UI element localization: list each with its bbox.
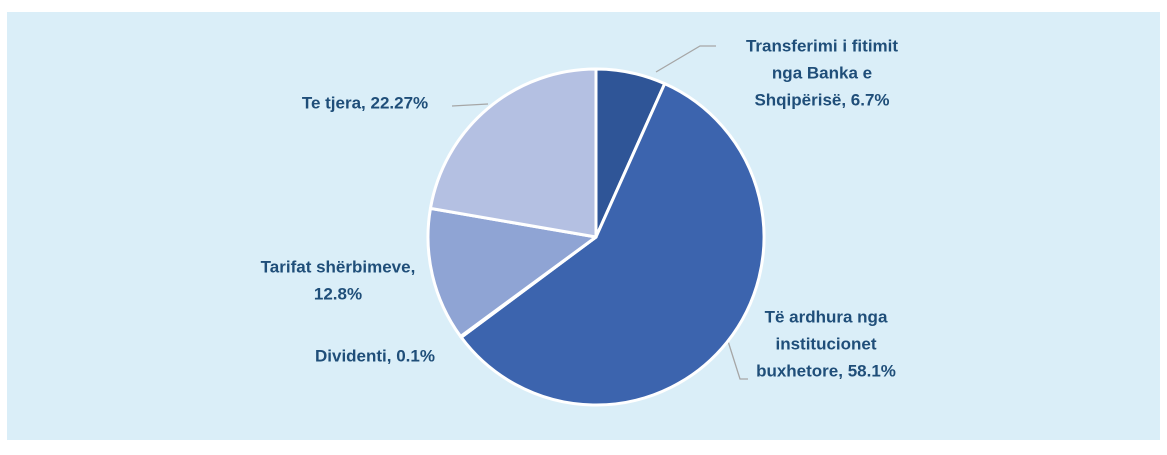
data-label: buxhetore, 58.1% (756, 361, 896, 380)
pie-slice (426, 206, 598, 338)
data-label: institucionet (775, 334, 876, 353)
data-label: Transferimi i fitimit (746, 36, 898, 55)
data-label: Tarifat shërbimeve, (261, 257, 416, 276)
data-label: nga Banka e (772, 63, 872, 82)
pie-slice (428, 67, 598, 239)
data-label: Të ardhura nga (765, 307, 888, 326)
leader-line (726, 337, 748, 380)
data-label: Dividenti, 0.1% (315, 346, 435, 365)
pie-slice (459, 82, 766, 407)
leader-line (451, 103, 489, 107)
data-label: Shqipërisë, 6.7% (754, 90, 889, 109)
data-label: Te tjera, 22.27% (302, 93, 428, 112)
data-label: 12.8% (314, 284, 362, 303)
leader-line (655, 45, 716, 73)
